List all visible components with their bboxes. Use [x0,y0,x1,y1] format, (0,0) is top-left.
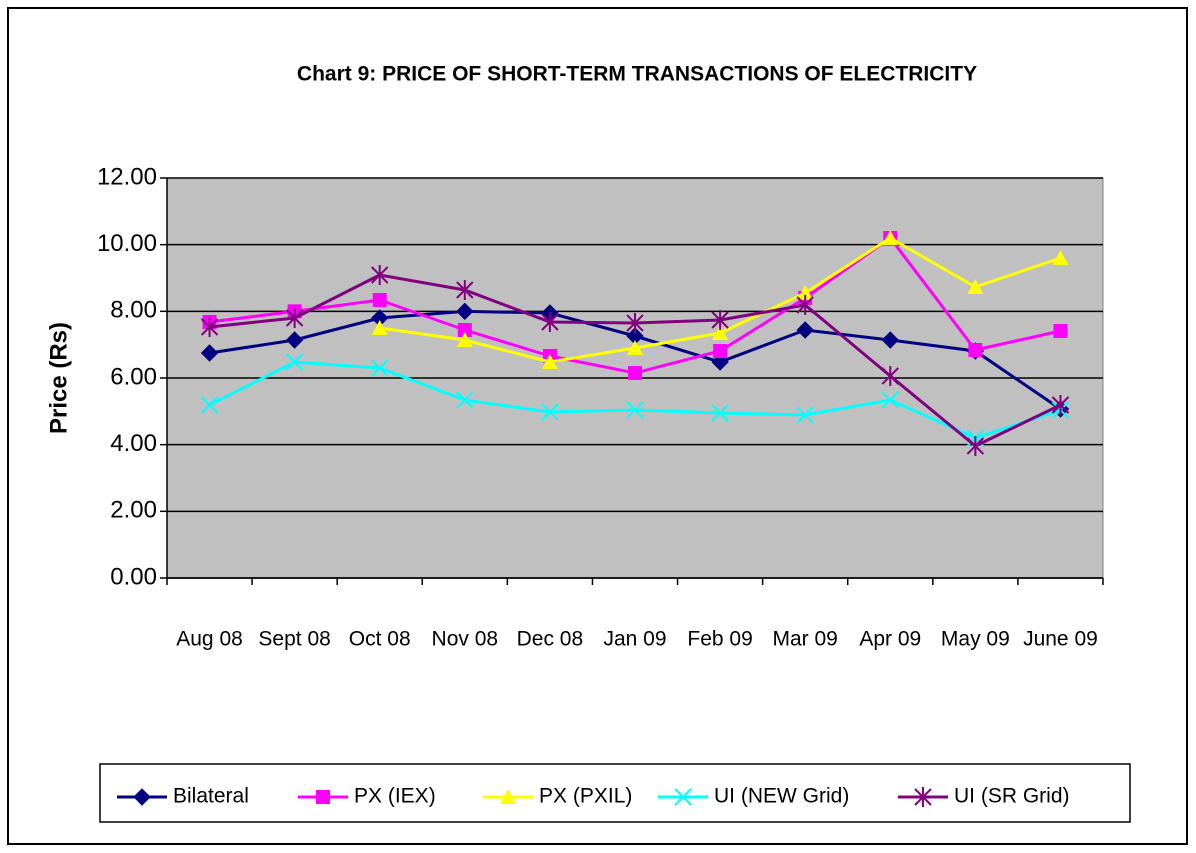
data-point [285,331,304,349]
data-point [200,317,219,337]
x-tick-label: Apr 09 [859,628,921,651]
legend-box [99,763,1131,823]
data-point [796,295,814,315]
data-point [1053,324,1068,338]
x-tick-label: Aug 08 [176,628,243,651]
data-point [796,321,814,339]
y-tick-label: 12.00 [97,163,157,190]
data-point [456,332,473,347]
data-point [881,366,899,386]
y-tick-label: 8.00 [110,297,157,324]
data-point [882,230,899,245]
legend-marker [914,787,932,807]
data-point [626,313,644,333]
y-tick-label: 0.00 [110,563,157,590]
data-point [541,312,559,332]
data-point [712,325,729,340]
x-tick-label: Sept 08 [258,628,330,651]
data-point [713,344,728,358]
data-point [456,280,474,300]
data-point [457,323,472,337]
legend-label: UI (NEW Grid) [714,785,849,808]
x-tick-label: June 09 [1023,628,1098,651]
data-point [456,302,474,321]
y-tick-label: 6.00 [110,363,157,390]
data-point [200,396,219,414]
legend-label: UI (SR Grid) [954,785,1070,808]
legend-marker [500,789,516,804]
y-tick-label: 10.00 [97,230,157,257]
legend-marker [674,788,692,806]
data-point [966,436,985,456]
x-tick-label: Dec 08 [517,628,584,651]
legend-marker [133,788,151,806]
y-tick-label: 2.00 [110,497,157,524]
legend-marker [316,790,330,804]
x-tick-label: Oct 08 [349,628,411,651]
x-tick-label: Mar 09 [773,628,838,651]
x-tick-label: Nov 08 [432,628,499,651]
data-point [541,354,558,369]
data-point [627,340,643,355]
data-point [1051,395,1070,415]
data-point [456,391,474,409]
data-point [881,391,899,409]
data-point [371,265,389,285]
data-point [371,359,389,377]
data-point [711,404,729,422]
x-tick-label: Feb 09 [687,628,752,651]
data-point [968,343,983,357]
data-point [372,293,387,307]
legend-label: Bilateral [173,785,249,808]
data-point [285,353,304,371]
data-point [285,308,304,328]
data-point [200,344,219,362]
data-point [371,320,388,335]
data-point [541,403,559,421]
data-point [626,401,644,419]
data-point [797,285,814,300]
y-tick-label: 4.00 [110,430,157,457]
legend-label: PX (IEX) [354,785,436,808]
y-axis-label: Price (Rs) [45,322,72,434]
data-point [967,279,984,294]
chart-title: Chart 9: PRICE OF SHORT-TERM TRANSACTION… [297,63,977,86]
legend-label: PX (PXIL) [539,785,632,808]
data-point [796,406,814,424]
data-point [881,331,899,349]
data-point [711,310,729,330]
x-tick-label: Jan 09 [603,628,666,651]
data-point [1052,250,1069,265]
data-point [628,366,642,380]
x-tick-label: May 09 [941,628,1010,651]
